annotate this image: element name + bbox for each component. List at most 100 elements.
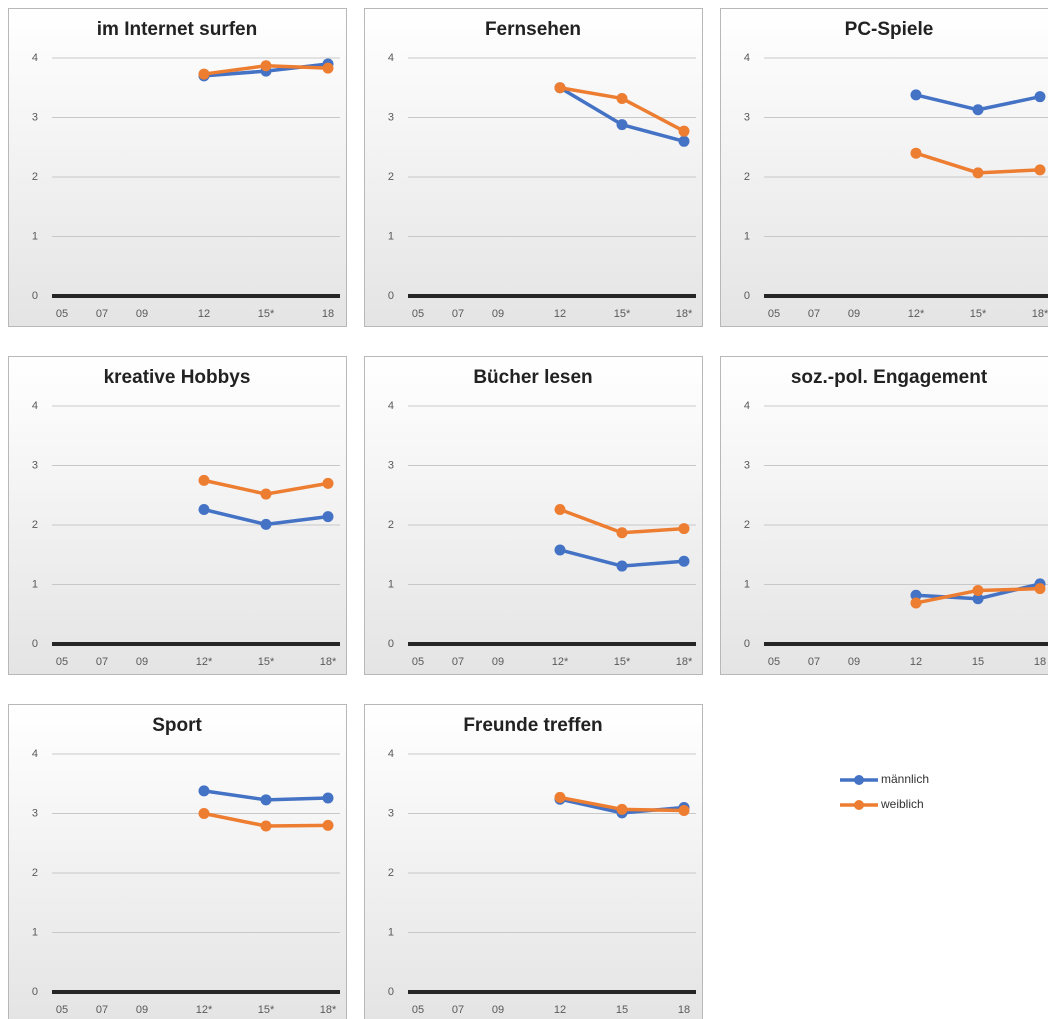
y-tick-label: 3 bbox=[744, 111, 750, 123]
y-tick-label: 1 bbox=[32, 926, 38, 938]
x-tick-label: 09 bbox=[136, 1004, 148, 1016]
y-tick-label: 2 bbox=[32, 171, 38, 183]
data-point bbox=[260, 794, 272, 806]
x-tick-label: 12* bbox=[908, 308, 925, 320]
panel-background bbox=[8, 8, 347, 327]
x-tick-label: 05 bbox=[412, 308, 424, 320]
legend-marker bbox=[854, 775, 864, 785]
panel-background bbox=[8, 356, 347, 675]
y-tick-label: 4 bbox=[388, 400, 394, 412]
data-point bbox=[554, 82, 566, 94]
x-tick-label: 12* bbox=[196, 656, 213, 668]
x-tick-label: 07 bbox=[452, 656, 464, 668]
data-point bbox=[1034, 583, 1046, 595]
x-tick-label: 15* bbox=[614, 656, 631, 668]
y-tick-label: 2 bbox=[32, 867, 38, 879]
y-tick-label: 2 bbox=[744, 519, 750, 531]
data-point bbox=[322, 819, 334, 831]
x-tick-label: 07 bbox=[452, 1004, 464, 1016]
y-tick-label: 3 bbox=[388, 111, 394, 123]
y-tick-label: 1 bbox=[744, 578, 750, 590]
x-tick-label: 18* bbox=[676, 308, 693, 320]
legend-label: weiblich bbox=[880, 797, 924, 811]
y-tick-label: 1 bbox=[388, 578, 394, 590]
data-point bbox=[260, 60, 272, 72]
panel-background bbox=[364, 8, 703, 327]
x-tick-label: 18* bbox=[320, 656, 337, 668]
y-tick-label: 1 bbox=[388, 230, 394, 242]
y-tick-label: 3 bbox=[32, 807, 38, 819]
data-point bbox=[554, 504, 566, 516]
y-tick-label: 0 bbox=[32, 638, 38, 650]
x-tick-label: 18* bbox=[320, 1004, 337, 1016]
x-tick-label: 07 bbox=[808, 656, 820, 668]
x-tick-label: 07 bbox=[452, 308, 464, 320]
chart-panel: Bücher lesen 0 1 2 3 4 05 07 09 12* 15* 18* bbox=[364, 356, 703, 675]
chart-title: Sport bbox=[152, 715, 202, 736]
x-tick-label: 12 bbox=[198, 308, 210, 320]
x-tick-label: 07 bbox=[808, 308, 820, 320]
y-tick-label: 0 bbox=[744, 638, 750, 650]
data-point bbox=[616, 803, 628, 815]
x-tick-label: 09 bbox=[848, 656, 860, 668]
data-point bbox=[1034, 164, 1046, 176]
y-tick-label: 4 bbox=[744, 400, 750, 412]
y-tick-label: 1 bbox=[744, 230, 750, 242]
y-tick-label: 3 bbox=[32, 111, 38, 123]
x-tick-label: 05 bbox=[768, 308, 780, 320]
chart-panel: PC-Spiele 0 1 2 3 4 05 07 09 12* 15* 18* bbox=[720, 8, 1048, 327]
y-tick-label: 2 bbox=[744, 171, 750, 183]
data-point bbox=[322, 511, 334, 523]
y-tick-label: 2 bbox=[388, 171, 394, 183]
data-point bbox=[678, 135, 690, 147]
x-tick-label: 15* bbox=[258, 656, 275, 668]
y-tick-label: 4 bbox=[32, 748, 38, 760]
data-point bbox=[198, 68, 210, 80]
data-point bbox=[616, 92, 628, 104]
legend-label: männlich bbox=[881, 772, 929, 786]
legend: männlich weiblich bbox=[840, 772, 929, 811]
data-point bbox=[678, 805, 690, 817]
y-tick-label: 0 bbox=[32, 290, 38, 302]
y-tick-label: 2 bbox=[32, 519, 38, 531]
data-point bbox=[322, 477, 334, 489]
y-tick-label: 0 bbox=[388, 290, 394, 302]
y-tick-label: 1 bbox=[32, 578, 38, 590]
x-tick-label: 05 bbox=[56, 308, 68, 320]
data-point bbox=[616, 527, 628, 539]
y-tick-label: 1 bbox=[32, 230, 38, 242]
x-tick-label: 18 bbox=[322, 308, 334, 320]
x-tick-label: 09 bbox=[492, 656, 504, 668]
legend-marker bbox=[854, 800, 864, 810]
x-tick-label: 05 bbox=[56, 1004, 68, 1016]
y-tick-label: 4 bbox=[388, 52, 394, 64]
x-tick-label: 05 bbox=[412, 1004, 424, 1016]
data-point bbox=[198, 808, 210, 819]
y-tick-label: 3 bbox=[744, 459, 750, 471]
y-tick-label: 2 bbox=[388, 519, 394, 531]
data-point bbox=[260, 820, 272, 832]
x-tick-label: 09 bbox=[492, 1004, 504, 1016]
data-point bbox=[554, 791, 566, 803]
y-tick-label: 0 bbox=[744, 290, 750, 302]
x-tick-label: 12* bbox=[552, 656, 569, 668]
y-tick-label: 4 bbox=[32, 400, 38, 412]
y-tick-label: 1 bbox=[388, 926, 394, 938]
data-point bbox=[678, 555, 690, 567]
panel-background bbox=[720, 356, 1048, 675]
data-point bbox=[972, 593, 984, 605]
y-tick-label: 3 bbox=[388, 807, 394, 819]
panel-background bbox=[364, 356, 703, 675]
data-point bbox=[554, 544, 566, 556]
x-tick-label: 15* bbox=[258, 308, 275, 320]
data-point bbox=[910, 89, 922, 101]
data-point bbox=[972, 584, 984, 596]
data-point bbox=[322, 62, 334, 74]
data-point bbox=[678, 125, 690, 137]
chart-title: Fernsehen bbox=[485, 19, 581, 40]
x-tick-label: 09 bbox=[848, 308, 860, 320]
